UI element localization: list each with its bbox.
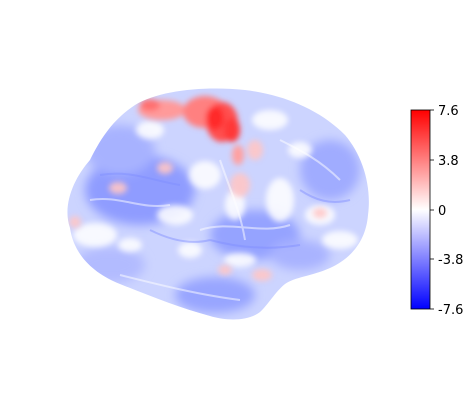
- colorbar: 7.6 3.8 0 -3.8 -7.6: [410, 104, 463, 318]
- brain-surface: [67, 88, 369, 320]
- colorbar-gradient: [410, 109, 431, 310]
- colorbar-tick-label: -3.8: [438, 253, 463, 268]
- colorbar-tick-label: 0: [438, 204, 446, 219]
- colorbar-tick-label: 3.8: [438, 154, 459, 169]
- colorbar-ticks: [430, 109, 434, 310]
- colorbar-tick-label: -7.6: [438, 303, 463, 318]
- colorbar-tick-label: 7.6: [438, 104, 459, 119]
